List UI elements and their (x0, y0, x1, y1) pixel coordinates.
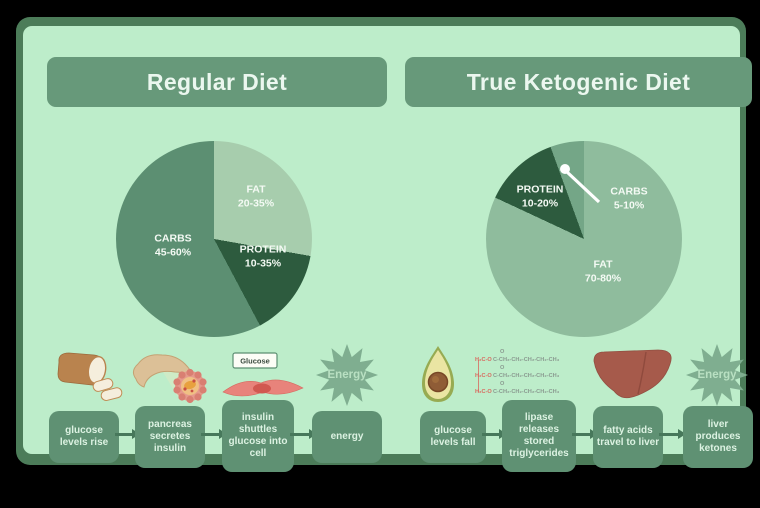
flow-box-pancreas-secretes-insulin: pancreas secretes insulin (135, 406, 205, 468)
ketogenic-diet-header: True Ketogenic Diet (405, 57, 752, 107)
pie-label-protein-keto: PROTEIN 10-20% (516, 183, 564, 209)
pie-label-carbs-keto: CARBS 5-10% (610, 185, 648, 211)
flow-box-energy: energy (312, 411, 382, 463)
svg-text:O: O (500, 349, 505, 355)
flow-box-glucose-levels-fall: glucose levels fall (420, 411, 486, 463)
flow-box-glucose-levels-rise: glucose levels rise (49, 411, 119, 463)
energy-burst-label-keto: Energy (697, 369, 737, 381)
panel-background: Regular Diet True Ketogenic Diet FAT 20-3… (23, 26, 753, 472)
svg-text:H₂C-O: H₂C-O (475, 389, 492, 395)
svg-text:C-CH₂-CH₂-CH₂-CH₂-CH₃: C-CH₂-CH₂-CH₂-CH₂-CH₃ (493, 373, 560, 379)
flow-arrow (572, 429, 598, 438)
panel-border: Regular Diet True Ketogenic Diet FAT 20-3… (16, 17, 753, 472)
molecule-row: O H₂C-O C-CH₂-CH₂-CH₂-CH₂-CH₃ (475, 381, 560, 395)
pancreas-insulin-icon (132, 354, 207, 404)
regular-diet-title: Regular Diet (146, 68, 288, 95)
molecule-row: O H₂C-O C-CH₂-CH₂-CH₂-CH₂-CH₃ (475, 349, 560, 363)
pie-chart-regular-diet (116, 141, 312, 337)
pie-chart-keto-diet (486, 141, 682, 337)
flow-arrow (115, 429, 140, 438)
pie-label-protein-regular: PROTEIN 10-35% (239, 243, 287, 269)
flow-box-fatty-acids-travel: fatty acids travel to liver (593, 406, 663, 468)
svg-text:H₂C-O: H₂C-O (475, 357, 492, 363)
triglyceride-molecule-icon: O H₂C-O C-CH₂-CH₂-CH₂-CH₂-CH₃ O H₂C-O C-… (475, 349, 560, 395)
avocado-icon (422, 346, 454, 402)
flow-box-liver-produces-ketones: liver produces ketones (683, 406, 753, 468)
flow-arrow (290, 429, 317, 438)
regular-diet-header: Regular Diet (47, 57, 387, 107)
energy-burst-keto: Energy (684, 343, 750, 407)
liver-icon (593, 349, 672, 399)
svg-text:C-CH₂-CH₂-CH₂-CH₂-CH₃: C-CH₂-CH₂-CH₂-CH₂-CH₃ (493, 389, 560, 395)
flow-arrow (482, 429, 507, 438)
svg-text:O: O (500, 365, 505, 371)
flow-arrow (201, 429, 227, 438)
cell-glucose-icon: Glucose (222, 352, 304, 397)
pie-label-carbs-regular: CARBS 45-60% (154, 232, 192, 258)
svg-text:O: O (500, 381, 505, 387)
energy-burst-regular: Energy (314, 343, 380, 407)
svg-text:C-CH₂-CH₂-CH₂-CH₂-CH₃: C-CH₂-CH₂-CH₂-CH₂-CH₃ (493, 357, 560, 363)
energy-burst-label-regular: Energy (327, 369, 367, 381)
glucose-tag-label: Glucose (240, 357, 270, 366)
svg-text:H₂C-O: H₂C-O (475, 373, 492, 379)
pie-label-fat-keto: FAT 70-80% (584, 258, 622, 284)
flow-arrow (659, 429, 686, 438)
flow-box-lipase-releases-triglycerides: lipase releases stored triglycerides (502, 400, 576, 472)
bread-icon (57, 352, 123, 401)
flow-box-insulin-shuttles-glucose: insulin shuttles glucose into cell (222, 400, 294, 472)
molecule-row: O H₂C-O C-CH₂-CH₂-CH₂-CH₂-CH₃ (475, 365, 560, 379)
pie-label-fat-regular: FAT 20-35% (237, 183, 275, 209)
ketogenic-diet-title: True Ketogenic Diet (466, 68, 691, 95)
